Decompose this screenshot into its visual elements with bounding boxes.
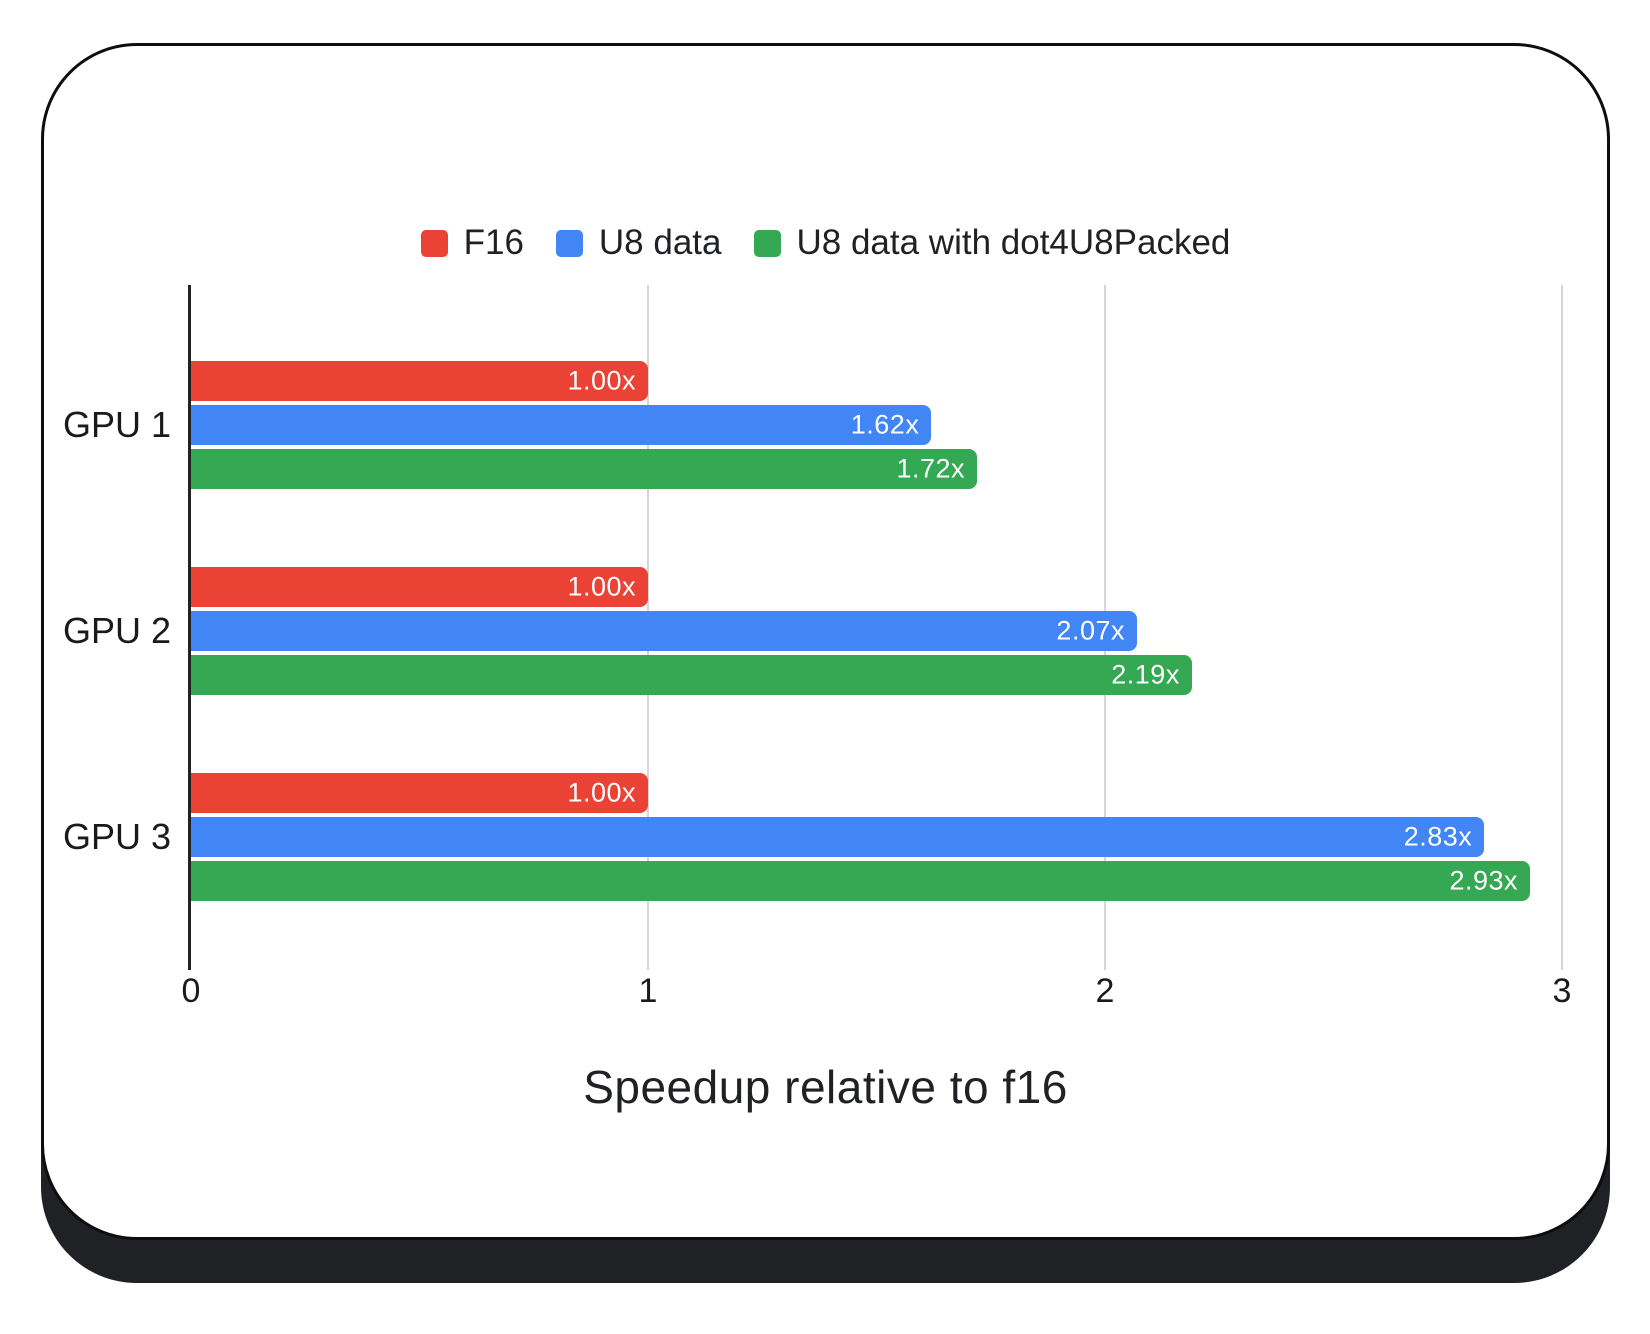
legend-label-u8-data: U8 data <box>598 223 722 262</box>
legend-swatch-u8-data <box>555 229 583 257</box>
category-label-gpu2: GPU 2 <box>62 610 171 651</box>
legend-label-u8-dot4u8packed: U8 data with dot4U8Packed <box>796 223 1231 262</box>
plot-area: GPU 1 GPU 2 GPU 3 1.00x 1.62x 1.72x 1.00x 2… <box>63 285 1563 970</box>
x-tick-3: 3 <box>1552 972 1572 1010</box>
x-axis-title: Speedup relative to f16 <box>583 1061 1068 1113</box>
category-label-gpu1: GPU 1 <box>62 404 171 445</box>
bar-gpu1-u8-data: 1.62x <box>191 405 932 445</box>
legend-swatch-f16 <box>420 229 448 257</box>
bar-gpu1-u8-data-with-dot4u8packed: 1.72x <box>191 449 978 489</box>
bar-value-label: 1.00x <box>567 365 636 396</box>
bar-value-label: 2.83x <box>1403 821 1473 852</box>
legend-label-f16: F16 <box>463 223 524 262</box>
bar-gpu1-f16: 1.00x <box>191 361 648 401</box>
legend-item-u8-dot4u8packed: U8 data with dot4U8Packed <box>753 223 1231 263</box>
x-tick-1: 1 <box>638 972 658 1010</box>
bar-gpu2-f16: 1.00x <box>191 567 648 607</box>
bar-group-gpu1: 1.00x 1.62x 1.72x <box>191 361 1562 489</box>
chart-card: F16 U8 data U8 data with dot4U8Packed GP… <box>41 43 1610 1240</box>
bar-gpu3-f16: 1.00x <box>191 773 648 813</box>
gridline-3 <box>1561 285 1563 970</box>
x-axis-ticks: 0 1 2 3 <box>182 972 1572 1016</box>
legend-swatch-u8-dot4u8packed <box>753 229 781 257</box>
bar-value-label: 2.07x <box>1056 615 1125 646</box>
bar-group-gpu3: 1.00x 2.83x 2.93x <box>191 773 1562 901</box>
legend-item-u8-data: U8 data <box>555 223 722 263</box>
bar-gpu2-u8-data: 2.07x <box>191 611 1137 651</box>
bar-gpu3-u8-data: 2.83x <box>191 817 1485 857</box>
category-label-gpu3: GPU 3 <box>62 816 171 857</box>
bar-gpu2-u8-data-with-dot4u8packed: 2.19x <box>191 655 1192 695</box>
bar-value-label: 2.19x <box>1111 659 1180 690</box>
bar-value-label: 2.93x <box>1449 865 1518 896</box>
x-tick-2: 2 <box>1095 972 1115 1010</box>
x-tick-0: 0 <box>181 972 201 1010</box>
bar-value-label: 1.00x <box>567 777 636 808</box>
bar-group-gpu2: 1.00x 2.07x 2.19x <box>191 567 1562 695</box>
bar-value-label: 1.62x <box>850 409 920 440</box>
legend: F16 U8 data U8 data with dot4U8Packed <box>44 223 1607 263</box>
bar-gpu3-u8-data-with-dot4u8packed: 2.93x <box>191 861 1530 901</box>
legend-item-f16: F16 <box>420 223 524 263</box>
bar-value-label: 1.00x <box>567 571 636 602</box>
bar-value-label: 1.72x <box>896 453 966 484</box>
